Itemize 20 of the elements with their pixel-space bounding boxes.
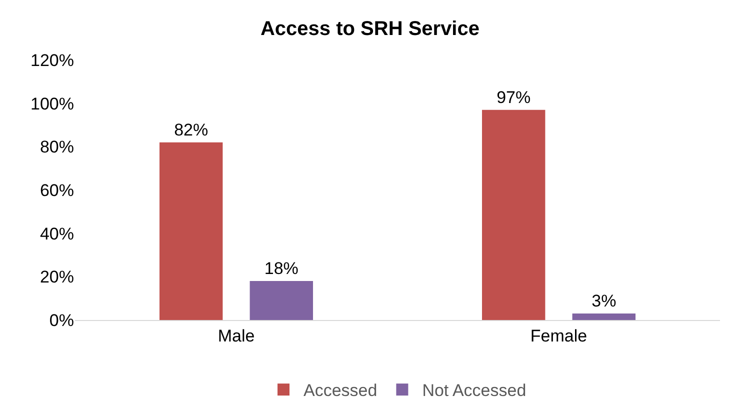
data-label: 82%	[174, 120, 208, 140]
data-label: 18%	[264, 259, 298, 278]
x-tick-label: Female	[530, 326, 588, 346]
y-tick-label: 100%	[30, 94, 74, 114]
legend-label: Accessed	[304, 381, 378, 400]
legend-label: Not Accessed	[422, 381, 526, 400]
y-tick-label: 0%	[49, 310, 74, 330]
y-tick-label: 20%	[40, 268, 74, 287]
bar	[572, 314, 636, 320]
x-tick-label: Male	[218, 326, 255, 346]
data-label: 97%	[496, 88, 531, 107]
bar	[159, 142, 223, 320]
bar	[250, 281, 314, 320]
data-label: 3%	[592, 292, 616, 310]
chart-title: Access to SRH Service	[260, 18, 480, 40]
y-tick-label: 60%	[40, 180, 74, 200]
bar	[482, 110, 546, 320]
y-tick-label: 120%	[30, 50, 74, 70]
y-tick-label: 40%	[40, 224, 74, 244]
y-tick-label: 80%	[40, 138, 74, 157]
